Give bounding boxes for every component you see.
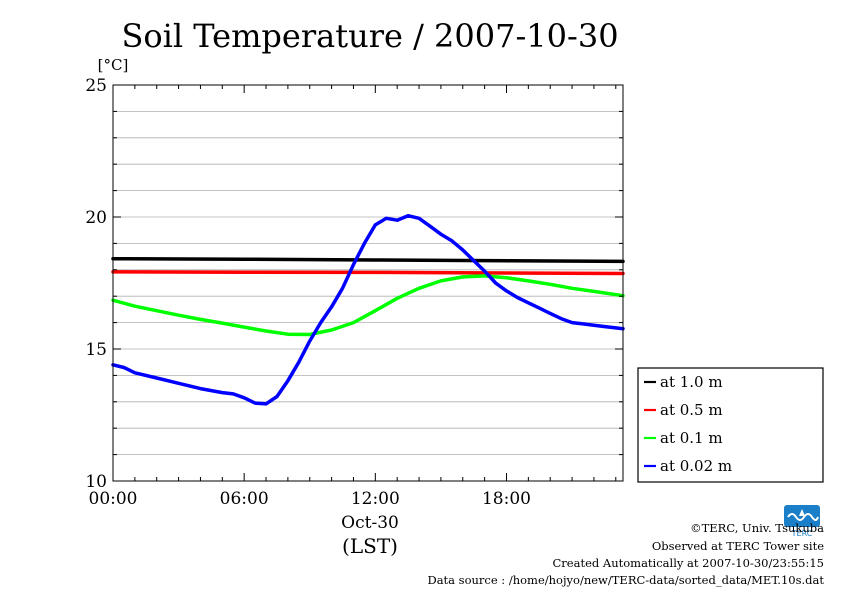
terc-logo: TERC [784, 505, 820, 538]
y-tick-label: 15 [85, 340, 107, 360]
x-tick-label: 12:00 [351, 489, 400, 509]
legend-label: at 0.1 m [660, 429, 723, 447]
footer-observed: Observed at TERC Tower site [651, 539, 824, 553]
legend-label: at 0.02 m [660, 457, 732, 475]
footer-source: Data source : /home/hojyo/new/TERC-data/… [427, 573, 824, 587]
y-axis-unit-label: [°C] [98, 56, 129, 74]
legend-label: at 1.0 m [660, 373, 723, 391]
legend-label: at 0.5 m [660, 401, 723, 419]
legend-box [637, 367, 824, 483]
footer-copyright: ©TERC, Univ. Tsukuba [690, 521, 824, 535]
x-axis-date-label: Oct-30 [341, 513, 399, 533]
terc-logo-text: TERC [791, 529, 813, 538]
y-tick-label: 25 [85, 76, 107, 96]
plot-frame [112, 84, 624, 482]
y-tick-label: 20 [85, 208, 107, 228]
series-line-3 [111, 274, 625, 337]
axis-ticks: 10 15 20 25 00:00 06:00 12:00 18:00 [85, 76, 623, 509]
grid-lines [113, 111, 623, 456]
legend: at 1.0 m at 0.5 m at 0.1 m at 0.02 m [637, 367, 824, 483]
footer-created: Created Automatically at 2007-10-30/23:5… [552, 556, 825, 570]
series-line-1 [111, 256, 625, 264]
series-lines [111, 213, 625, 406]
y-tick-label: 10 [85, 472, 107, 492]
x-tick-label: 00:00 [89, 489, 138, 509]
x-axis-label: (LST) [342, 534, 398, 558]
series-line-2 [111, 270, 625, 276]
chart-title: Soil Temperature / 2007-10-30 [121, 17, 618, 55]
series-line-4 [111, 213, 625, 406]
x-tick-label: 18:00 [482, 489, 531, 509]
x-tick-label: 06:00 [220, 489, 269, 509]
